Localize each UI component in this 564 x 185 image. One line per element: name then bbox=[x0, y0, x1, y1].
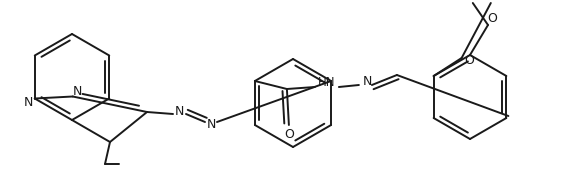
Text: N: N bbox=[363, 75, 373, 88]
Text: N: N bbox=[24, 96, 33, 109]
Text: N: N bbox=[73, 85, 82, 98]
Text: O: O bbox=[284, 127, 294, 140]
Text: N: N bbox=[174, 105, 184, 117]
Text: O: O bbox=[465, 53, 474, 66]
Text: O: O bbox=[487, 11, 497, 24]
Text: HN: HN bbox=[318, 75, 336, 88]
Text: N: N bbox=[206, 119, 215, 132]
